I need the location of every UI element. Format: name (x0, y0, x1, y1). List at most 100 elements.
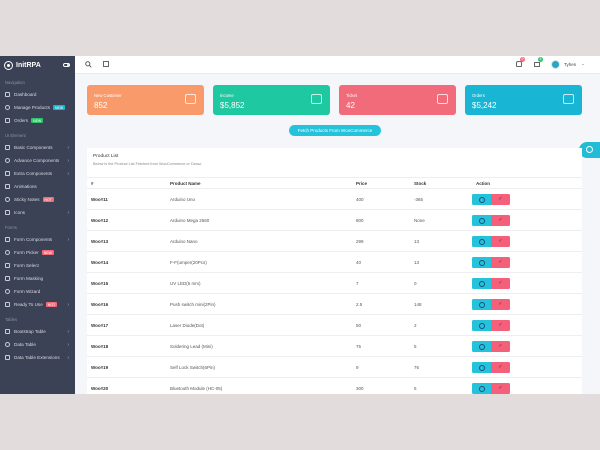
stat-card[interactable]: Income $5,852 (213, 85, 330, 115)
dashboard-icon (5, 92, 10, 97)
panel-title: Product List (93, 154, 119, 159)
table-row: Woo#19 Self Lock Switch(6Pin) 9 76 ✓ (87, 357, 582, 378)
stat-card-label: Orders (472, 93, 485, 98)
app-frame: InitRPA Navigation Dashboard Manage Produc… (0, 56, 600, 394)
settings-fab[interactable] (579, 142, 600, 158)
chevron-right-icon: › (67, 236, 69, 243)
sidebar-item[interactable]: Form Picker NEW (0, 246, 75, 259)
table-row: Woo#12 Arduino Mega 2560 800 None ✓ (87, 210, 582, 231)
sidebar-item[interactable]: Manage Products NEW (0, 101, 75, 114)
datatable-icon (5, 342, 10, 347)
search-icon[interactable] (85, 61, 92, 68)
approve-button[interactable]: ✓ (491, 320, 510, 331)
sidebar-item-badge: HOT (42, 197, 54, 202)
sidebar-toggle-icon[interactable] (63, 63, 70, 67)
bell-icon[interactable] (516, 61, 522, 67)
sidebar-item[interactable]: Dashboard (0, 88, 75, 101)
view-button[interactable] (472, 215, 491, 226)
row-actions: ✓ (472, 383, 510, 394)
sidebar-item[interactable]: Orders NEW (0, 114, 75, 127)
user-name[interactable]: Tyhen (564, 62, 577, 67)
view-button[interactable] (472, 362, 491, 373)
cell-stock: 5 (414, 344, 417, 349)
stat-card[interactable]: Orders $5,242 (465, 85, 582, 115)
cell-id: Woo#14 (91, 260, 109, 265)
advance-icon (5, 158, 10, 163)
sidebar-item[interactable]: Data Table Extensions › (0, 351, 75, 364)
chevron-right-icon: › (67, 328, 69, 335)
form-icon (5, 237, 10, 242)
stat-card[interactable]: Ticket 42 (339, 85, 456, 115)
cell-price: 7 (356, 281, 359, 286)
sidebar-nav: Navigation Dashboard Manage Products NEW Ord… (0, 74, 75, 364)
cell-product: Arduino Mega 2560 (170, 218, 210, 223)
col-header-product[interactable]: Product Name (170, 181, 201, 186)
fullscreen-icon[interactable] (103, 61, 109, 67)
cell-price: 75 (356, 344, 362, 349)
cell-id: Woo#15 (91, 281, 109, 286)
stat-card-label: Income (220, 93, 234, 98)
row-actions: ✓ (472, 236, 510, 247)
sidebar-item[interactable]: Form Components › (0, 233, 75, 246)
view-button[interactable] (472, 320, 491, 331)
sidebar-item[interactable]: Form Wizard (0, 285, 75, 298)
approve-button[interactable]: ✓ (491, 362, 510, 373)
approve-button[interactable]: ✓ (491, 215, 510, 226)
sidebar-item[interactable]: Data Table › (0, 338, 75, 351)
cell-product: UV LED(5 mm) (170, 281, 201, 286)
sidebar-item[interactable]: Form Select (0, 259, 75, 272)
sidebar-item[interactable]: Bootstrap Table › (0, 325, 75, 338)
row-actions: ✓ (472, 257, 510, 268)
sidebar-section-title: UI Element (5, 133, 26, 138)
view-button[interactable] (472, 194, 491, 205)
sidebar-item[interactable]: Icons › (0, 206, 75, 219)
stat-card-value: $5,852 (220, 101, 245, 110)
chevron-down-icon[interactable]: ⌄ (581, 61, 585, 66)
view-button[interactable] (472, 383, 491, 394)
brand[interactable]: InitRPA (0, 56, 75, 74)
sidebar-item-label: Form Select (14, 263, 39, 268)
view-button[interactable] (472, 278, 491, 289)
sidebar-item[interactable]: Form Masking (0, 272, 75, 285)
sidebar-item-badge: NEW (53, 105, 66, 110)
mail-icon[interactable] (534, 62, 540, 67)
approve-button[interactable]: ✓ (491, 257, 510, 268)
cell-id: Woo#19 (91, 365, 109, 370)
sidebar-item[interactable]: Basic Components › (0, 141, 75, 154)
table-row: Woo#20 Bluetooth Module (HC-05) 300 5 ✓ (87, 378, 582, 394)
sidebar-item[interactable]: Animations (0, 180, 75, 193)
cell-stock: 148 (414, 302, 422, 307)
approve-button[interactable]: ✓ (491, 299, 510, 310)
approve-button[interactable]: ✓ (491, 383, 510, 394)
masking-icon (5, 276, 10, 281)
sidebar-item[interactable]: Ready To Use HOT › (0, 298, 75, 311)
cell-id: Woo#11 (91, 197, 108, 202)
extra-icon (5, 171, 10, 176)
col-header-id[interactable]: # (91, 181, 94, 186)
approve-button[interactable]: ✓ (491, 194, 510, 205)
stat-card[interactable]: New Customer 852 (87, 85, 204, 115)
cell-id: Woo#13 (91, 239, 109, 244)
approve-button[interactable]: ✓ (491, 236, 510, 247)
approve-button[interactable]: ✓ (491, 278, 510, 289)
sidebar-item[interactable]: Extra Components › (0, 167, 75, 180)
user-icon (185, 94, 196, 104)
fetch-products-button[interactable]: Fetch Products From WooCommerce (289, 125, 381, 136)
sidebar-item[interactable]: Advance Components › (0, 154, 75, 167)
view-button[interactable] (472, 299, 491, 310)
cell-stock: 2 (414, 323, 417, 328)
view-button[interactable] (472, 341, 491, 352)
book-icon (437, 94, 448, 104)
view-button[interactable] (472, 257, 491, 268)
avatar[interactable] (551, 60, 560, 69)
approve-button[interactable]: ✓ (491, 341, 510, 352)
animation-icon (5, 184, 10, 189)
view-button[interactable] (472, 236, 491, 247)
top-header: 9 5 Tyhen ⌄ (75, 56, 600, 74)
col-header-price[interactable]: Price (356, 181, 368, 186)
sidebar-item[interactable]: Sticky Notes HOT (0, 193, 75, 206)
sidebar-item-label: Sticky Notes (14, 197, 40, 202)
col-header-stock[interactable]: Stock (414, 181, 427, 186)
table-row: Woo#16 Push switch mini(2Pin) 2.5 148 ✓ (87, 294, 582, 315)
chevron-right-icon: › (67, 341, 69, 348)
